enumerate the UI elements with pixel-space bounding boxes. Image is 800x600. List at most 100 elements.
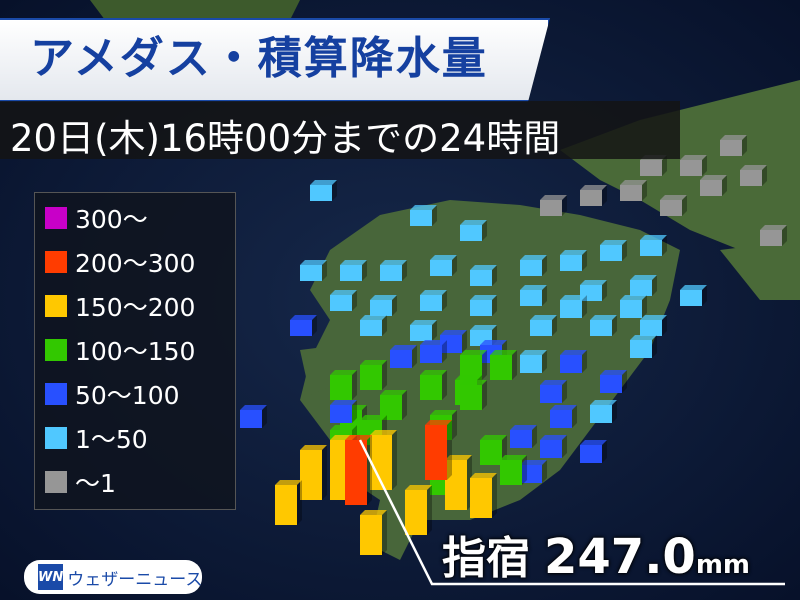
station-bar xyxy=(470,265,497,286)
station-bar xyxy=(600,240,627,261)
station-bar xyxy=(345,435,372,505)
legend-swatch xyxy=(45,427,67,449)
station-bar xyxy=(760,225,787,246)
legend-swatch xyxy=(45,339,67,361)
station-bar xyxy=(520,350,547,373)
station-bar xyxy=(360,315,387,336)
station-bar xyxy=(500,455,527,485)
station-bar xyxy=(630,275,657,296)
station-bar xyxy=(680,285,707,306)
station-bar xyxy=(370,430,397,490)
station-bar xyxy=(240,405,267,428)
station-bar xyxy=(340,260,367,281)
station-name: 指宿 xyxy=(442,533,530,584)
legend-swatch xyxy=(45,251,67,273)
station-bar xyxy=(380,390,407,420)
legend-label: 〜1 xyxy=(75,469,116,498)
callout-leader-line xyxy=(358,439,785,586)
legend-label: 100〜150 xyxy=(75,337,196,366)
legend-label: 300〜 xyxy=(75,205,148,234)
station-bar xyxy=(530,315,557,336)
station-bar xyxy=(640,315,667,336)
legend-swatch xyxy=(45,471,67,493)
legend-item: 50〜100 xyxy=(45,379,180,410)
legend-label: 50〜100 xyxy=(75,381,180,410)
station-bar xyxy=(540,195,567,216)
station-bar xyxy=(330,400,357,423)
station-bar xyxy=(520,255,547,276)
station-bar xyxy=(560,250,587,271)
subtitle-banner xyxy=(0,101,680,159)
station-bar xyxy=(300,260,327,281)
station-bar xyxy=(590,400,617,423)
station-bar xyxy=(660,195,687,216)
station-bar xyxy=(420,340,447,363)
station-bar xyxy=(405,485,432,535)
station-bar xyxy=(600,370,627,393)
station-bar xyxy=(460,350,487,380)
legend-swatch xyxy=(45,383,67,405)
station-bar xyxy=(410,320,437,341)
station-bar xyxy=(460,380,487,410)
station-bar xyxy=(425,420,452,480)
rainfall-value: 247.0 xyxy=(544,529,696,585)
station-bar xyxy=(360,510,387,555)
station-bar xyxy=(510,425,537,448)
wn-logo-icon: WN xyxy=(38,564,64,590)
station-bar xyxy=(560,350,587,373)
weathernews-logo: WN ウェザーニュース xyxy=(24,560,202,594)
station-bar xyxy=(540,380,567,403)
station-bar xyxy=(560,295,587,318)
legend-swatch xyxy=(45,207,67,229)
station-bar xyxy=(370,295,397,316)
station-bar xyxy=(420,370,447,400)
legend-label: 150〜200 xyxy=(75,293,196,322)
station-bar xyxy=(310,180,337,201)
station-bar xyxy=(740,165,767,186)
legend-item: 150〜200 xyxy=(45,291,196,322)
station-bar xyxy=(720,135,747,156)
land-shikoku xyxy=(720,240,800,300)
station-bar xyxy=(630,335,657,358)
page-title: アメダス・積算降水量 xyxy=(30,33,488,84)
station-bar xyxy=(540,435,567,458)
station-bar xyxy=(380,260,407,281)
station-bar xyxy=(590,315,617,336)
station-bar xyxy=(520,285,547,306)
station-bar xyxy=(620,180,647,201)
station-bar xyxy=(390,345,417,368)
station-bar xyxy=(580,185,607,206)
station-bar xyxy=(420,290,447,311)
logo-text: ウェザーニュース xyxy=(67,569,203,590)
station-bar xyxy=(360,360,387,390)
legend-item: 100〜150 xyxy=(45,335,196,366)
station-bar xyxy=(490,350,517,380)
station-bar xyxy=(550,405,577,428)
legend-label: 200〜300 xyxy=(75,249,196,278)
station-bar xyxy=(520,460,547,483)
station-bar xyxy=(330,370,357,400)
station-bar xyxy=(300,445,327,500)
station-bar xyxy=(410,205,437,226)
title-banner xyxy=(0,18,550,102)
station-bar xyxy=(470,295,497,316)
station-bar xyxy=(430,255,457,276)
station-bar xyxy=(700,175,727,196)
legend-item: 1〜50 xyxy=(45,423,148,454)
max-station-callout: 指宿 247.0mm xyxy=(442,522,750,586)
legend-swatch xyxy=(45,295,67,317)
station-bar xyxy=(290,315,317,336)
station-bar xyxy=(620,295,647,318)
legend-item: 〜1 xyxy=(45,467,116,498)
station-bar xyxy=(640,235,667,256)
station-bar xyxy=(275,480,302,525)
legend-item: 200〜300 xyxy=(45,247,196,278)
station-bar xyxy=(680,155,707,176)
period-subtitle: 20日(木)16時00分までの24時間 xyxy=(10,117,561,160)
station-bar xyxy=(580,280,607,301)
legend-label: 1〜50 xyxy=(75,425,148,454)
station-bar xyxy=(580,440,607,463)
rainfall-unit: mm xyxy=(695,550,751,580)
station-bar xyxy=(330,290,357,311)
station-bar xyxy=(470,473,497,518)
